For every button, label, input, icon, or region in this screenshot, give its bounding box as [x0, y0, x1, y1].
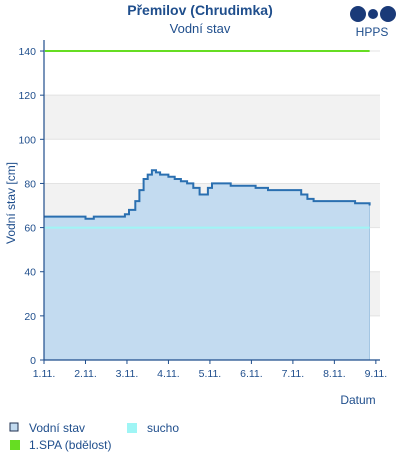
chart-subtitle: Vodní stav — [170, 21, 231, 36]
x-tick-label: 8.11. — [323, 368, 346, 380]
x-tick-label: 5.11. — [199, 368, 222, 380]
logo-dot-center — [368, 9, 378, 19]
x-tick-labels: 1.11. 2.11. 3.11. 4.11. 5.11. 6.11. 7.11. 8.11.… — [33, 360, 387, 380]
x-tick-label: 1.11. — [33, 368, 56, 380]
legend-swatch-sucho — [127, 423, 137, 433]
y-tick-label: 140 — [18, 46, 36, 58]
legend-label-spa: 1.SPA (bdělost) — [29, 438, 112, 452]
logo-dot-left — [350, 6, 366, 22]
axes — [43, 40, 380, 361]
y-tick-label: 60 — [24, 223, 36, 235]
logo-text: HPPS — [356, 25, 389, 39]
y-tick-label: 40 — [24, 267, 36, 279]
y-axis-title: Vodní stav [cm] — [4, 162, 18, 244]
x-tick-label: 3.11. — [116, 368, 139, 380]
legend-item-spa: 1.SPA (bdělost) — [10, 438, 112, 452]
legend-swatch-spa — [10, 440, 20, 450]
legend-label-vodni-stav: Vodní stav — [29, 421, 85, 435]
logo-dot-right — [380, 6, 396, 22]
series-line — [44, 169, 371, 220]
y-tick-label: 0 — [30, 355, 36, 367]
x-axis-title: Datum — [340, 393, 375, 407]
legend: Vodní stav sucho 1.SPA (bdělost) — [9, 421, 179, 452]
y-tick-labels: 0 20 40 60 80 100 120 140 — [18, 46, 44, 367]
x-tick-label: 6.11. — [240, 368, 263, 380]
y-tick-label: 20 — [24, 311, 36, 323]
threshold-lines — [44, 50, 370, 229]
grid-band — [44, 95, 380, 140]
x-tick-label: 2.11. — [74, 368, 97, 380]
x-tick-label: 9.11. — [365, 368, 388, 380]
series-area — [43, 169, 371, 361]
y-tick-label: 80 — [24, 178, 36, 190]
legend-swatch-vodni-stav — [9, 422, 19, 432]
legend-label-sucho: sucho — [147, 421, 179, 435]
y-tick-label: 100 — [18, 134, 36, 146]
y-tick-label: 120 — [18, 90, 36, 102]
legend-item-vodni-stav: Vodní stav — [9, 421, 85, 435]
x-tick-label: 4.11. — [157, 368, 180, 380]
legend-item-sucho: sucho — [127, 421, 179, 435]
chart-title: Přemilov (Chrudimka) — [127, 2, 272, 18]
x-tick-label: 7.11. — [282, 368, 305, 380]
hpps-logo: HPPS — [350, 6, 396, 39]
